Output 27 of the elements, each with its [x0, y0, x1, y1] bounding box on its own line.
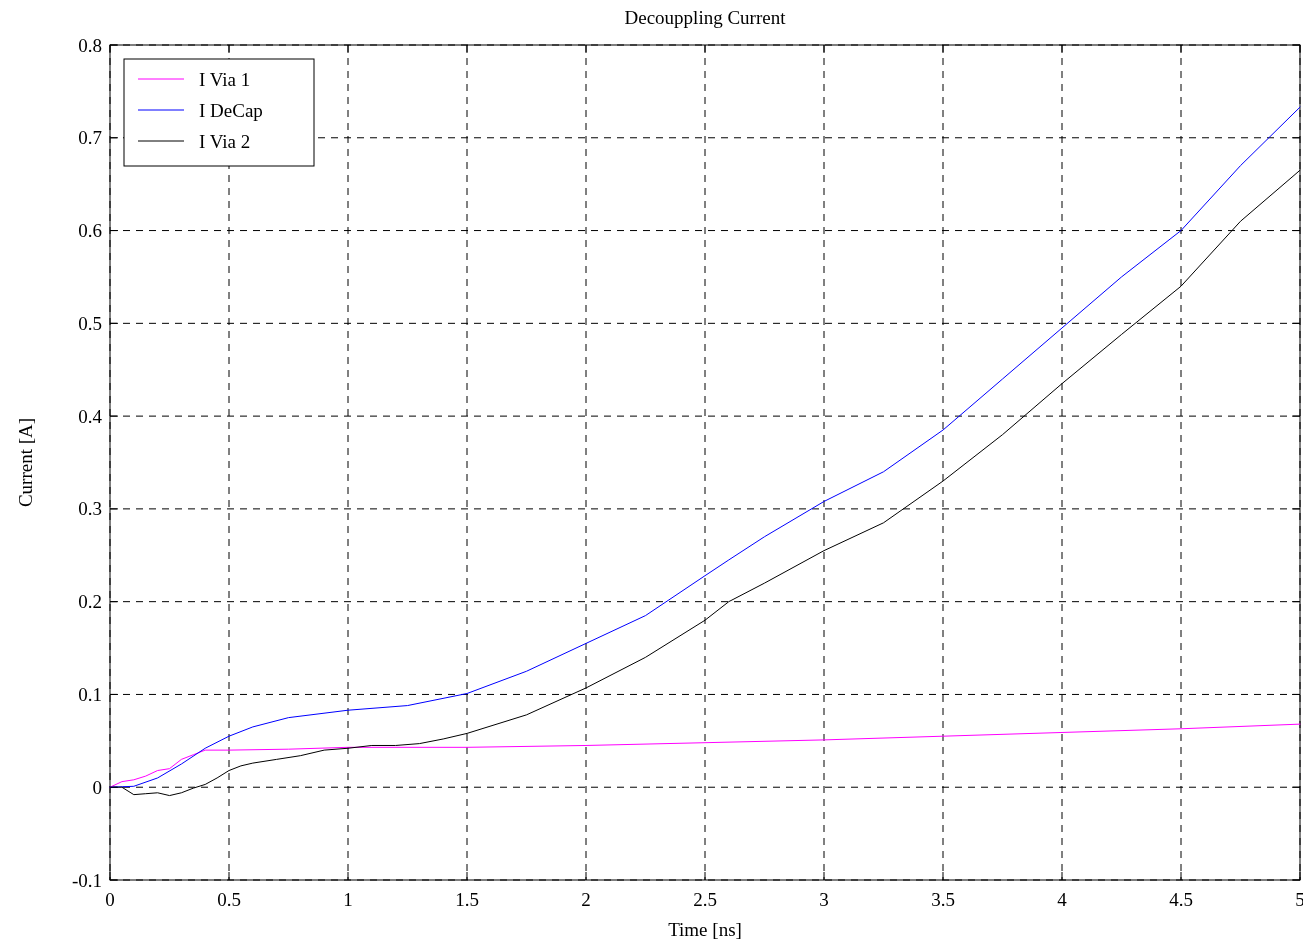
x-tick-label: 2.5: [693, 889, 717, 910]
legend-label: I Via 2: [199, 130, 251, 152]
y-tick-label: 0.4: [78, 405, 103, 427]
x-axis-title: Time [ns]: [668, 919, 742, 940]
x-tick-label: 4.5: [1169, 889, 1193, 910]
x-tick-label: 0: [105, 889, 115, 910]
y-tick-label: 0.3: [78, 498, 102, 520]
x-tick-label: 0.5: [217, 889, 241, 910]
y-tick-label: 0.2: [78, 591, 102, 613]
y-tick-label: 0.1: [78, 683, 102, 705]
x-tick-label: 3: [819, 889, 829, 910]
y-tick-label: 0: [92, 776, 102, 798]
line-series: [109, 723, 1301, 788]
legend-label: I Via 1: [199, 68, 251, 90]
y-tick-label: 0.8: [78, 34, 102, 56]
x-tick-label: 3.5: [931, 889, 955, 910]
chart-title: Decouppling Current: [624, 7, 787, 28]
x-tick-label: 4: [1057, 889, 1068, 910]
x-tick-label: 2: [581, 889, 591, 910]
legend-label: I DeCap: [199, 99, 263, 121]
x-tick-label: 1: [343, 889, 353, 910]
y-tick-label: 0.5: [78, 312, 102, 334]
x-tick-label: 1.5: [455, 889, 479, 910]
y-tick-label: 0.7: [78, 127, 102, 149]
y-tick-label: -0.1: [71, 869, 102, 891]
y-axis-title: Current [A]: [15, 417, 36, 508]
y-tick-label: 0.6: [78, 220, 102, 242]
